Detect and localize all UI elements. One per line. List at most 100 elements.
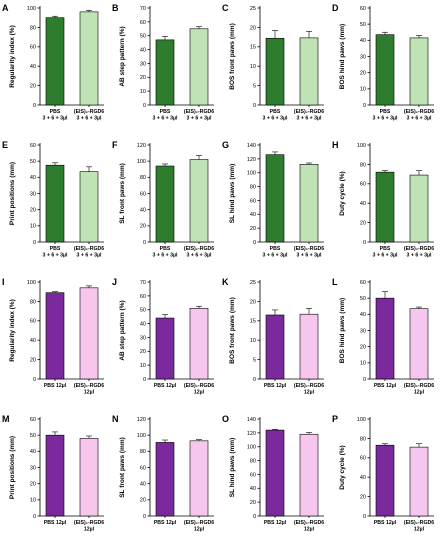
y-tick-label: 20 <box>250 226 256 232</box>
bar <box>299 433 319 517</box>
bar <box>155 39 175 106</box>
bar <box>265 37 285 106</box>
y-axis-label: Regularity index (%) <box>9 299 16 361</box>
y-tick-label: 20 <box>360 71 366 77</box>
y-tick-label: 60 <box>360 6 366 12</box>
y-tick-label: 60 <box>360 182 366 188</box>
y-tick-label: 120 <box>137 417 146 423</box>
y-tick-label: 40 <box>360 38 366 44</box>
y-tick-label: 40 <box>360 475 366 481</box>
bar <box>265 429 285 517</box>
y-axis-label: AB step pattern (%) <box>119 300 126 360</box>
chart-panel-a: A Regularity index (%) 0 20 40 60 80 100 PBS 3 + … <box>0 0 110 137</box>
y-tick-label: 60 <box>250 472 256 478</box>
y-tick-label: 30 <box>140 61 146 67</box>
x-category-label: (EIS)₂-RGD6 <box>294 383 324 389</box>
x-category-label: (EIS)₂-RGD6 <box>294 520 324 526</box>
y-tick-label: 80 <box>360 436 366 442</box>
y-tick-label: 20 <box>250 25 256 31</box>
chart-panel-b: B AB step pattern (%) 0 10 20 30 40 50 60 70 PBS 3 … <box>110 0 220 137</box>
panel-letter: I <box>2 277 5 287</box>
y-tick-label: 30 <box>30 465 36 471</box>
x-category-label: 3 + 6 + 3µl <box>43 116 68 122</box>
y-tick-label: 10 <box>30 224 36 230</box>
y-tick-label: 40 <box>30 338 36 344</box>
y-tick-label: 100 <box>137 433 146 439</box>
x-category-label: (EIS)₂-RGD6 <box>74 520 104 526</box>
y-tick-label: 0 <box>253 240 256 246</box>
x-category-label: 12µl <box>414 527 425 533</box>
chart-svg-n: N SL front paws (mm) 0 20 40 60 80 100 120 PBS 12… <box>112 414 214 533</box>
y-tick-label: 30 <box>360 328 366 334</box>
x-category-label: PBS <box>160 109 171 115</box>
y-tick-label: 0 <box>363 103 366 109</box>
x-category-label: PBS 12µl <box>154 383 177 389</box>
y-tick-label: 40 <box>30 449 36 455</box>
y-axis-label: BOS hind paws (mm) <box>339 24 346 89</box>
y-tick-label: 30 <box>140 335 146 341</box>
y-tick-label: 60 <box>140 294 146 300</box>
x-category-label: PBS <box>270 246 281 252</box>
y-tick-label: 20 <box>250 299 256 305</box>
y-tick-label: 20 <box>140 75 146 81</box>
panel-letter: N <box>112 414 119 424</box>
y-tick-label: 20 <box>140 224 146 230</box>
x-category-label: (EIS)₂-RGD6 <box>74 109 104 115</box>
y-tick-label: 15 <box>250 319 256 325</box>
chart-svg-i: I Regularity index (%) 0 20 40 60 80 100 PBS 12µ… <box>2 277 104 396</box>
y-tick-label: 100 <box>357 417 366 423</box>
x-category-label: 3 + 6 + 3µl <box>407 253 432 259</box>
y-tick-label: 100 <box>247 171 256 177</box>
y-axis-label: BOS hind paws (mm) <box>339 298 346 363</box>
y-tick-label: 50 <box>30 433 36 439</box>
y-tick-label: 40 <box>140 208 146 214</box>
y-tick-label: 30 <box>30 191 36 197</box>
y-tick-label: 20 <box>30 208 36 214</box>
y-tick-label: 50 <box>30 159 36 165</box>
chart-panel-n: N SL front paws (mm) 0 20 40 60 80 100 120 PBS 12… <box>110 411 220 548</box>
x-category-label: 3 + 6 + 3µl <box>297 253 322 259</box>
bar <box>189 28 209 106</box>
y-tick-label: 120 <box>247 157 256 163</box>
x-category-label: PBS <box>380 246 391 252</box>
x-category-label: PBS 12µl <box>154 520 177 526</box>
chart-panel-g: G SL hind paws (mm) 0 20 40 60 80 100 120 140 PBS 3… <box>220 137 330 274</box>
bar <box>45 292 65 380</box>
y-tick-label: 100 <box>27 280 36 286</box>
y-tick-label: 140 <box>247 143 256 149</box>
bar <box>299 313 319 380</box>
y-tick-label: 80 <box>360 162 366 168</box>
x-category-label: PBS 12µl <box>374 520 397 526</box>
x-category-label: 12µl <box>194 390 205 396</box>
bar <box>375 171 395 243</box>
bar <box>155 317 175 380</box>
panel-letter: P <box>332 414 338 424</box>
bar <box>45 164 65 243</box>
y-tick-label: 50 <box>360 296 366 302</box>
y-tick-label: 70 <box>140 280 146 286</box>
x-category-label: 3 + 6 + 3µl <box>77 116 102 122</box>
y-tick-label: 60 <box>140 20 146 26</box>
bar <box>375 34 395 106</box>
y-tick-label: 40 <box>360 312 366 318</box>
x-category-label: (EIS)₂-RGD6 <box>404 383 434 389</box>
y-tick-label: 10 <box>250 64 256 70</box>
y-tick-label: 20 <box>140 498 146 504</box>
y-tick-label: 60 <box>140 191 146 197</box>
chart-svg-j: J AB step pattern (%) 0 10 20 30 40 50 60 70 PBS 1… <box>112 277 214 396</box>
y-tick-label: 20 <box>360 345 366 351</box>
chart-svg-k: K BOS front paws (mm) 0 5 10 15 20 25 PBS 12µl (E… <box>222 277 324 396</box>
y-tick-label: 40 <box>250 212 256 218</box>
panel-letter: O <box>222 414 229 424</box>
y-tick-label: 70 <box>140 6 146 12</box>
y-tick-label: 60 <box>30 319 36 325</box>
panel-letter: K <box>222 277 229 287</box>
chart-svg-p: P Duty cycle (%) 0 20 40 60 80 100 PBS 12µl (EIS)… <box>332 414 434 533</box>
y-axis-label: Print positions (mm) <box>9 436 16 499</box>
y-tick-label: 80 <box>30 299 36 305</box>
y-tick-label: 30 <box>360 54 366 60</box>
y-tick-label: 60 <box>360 456 366 462</box>
bar <box>189 159 209 243</box>
